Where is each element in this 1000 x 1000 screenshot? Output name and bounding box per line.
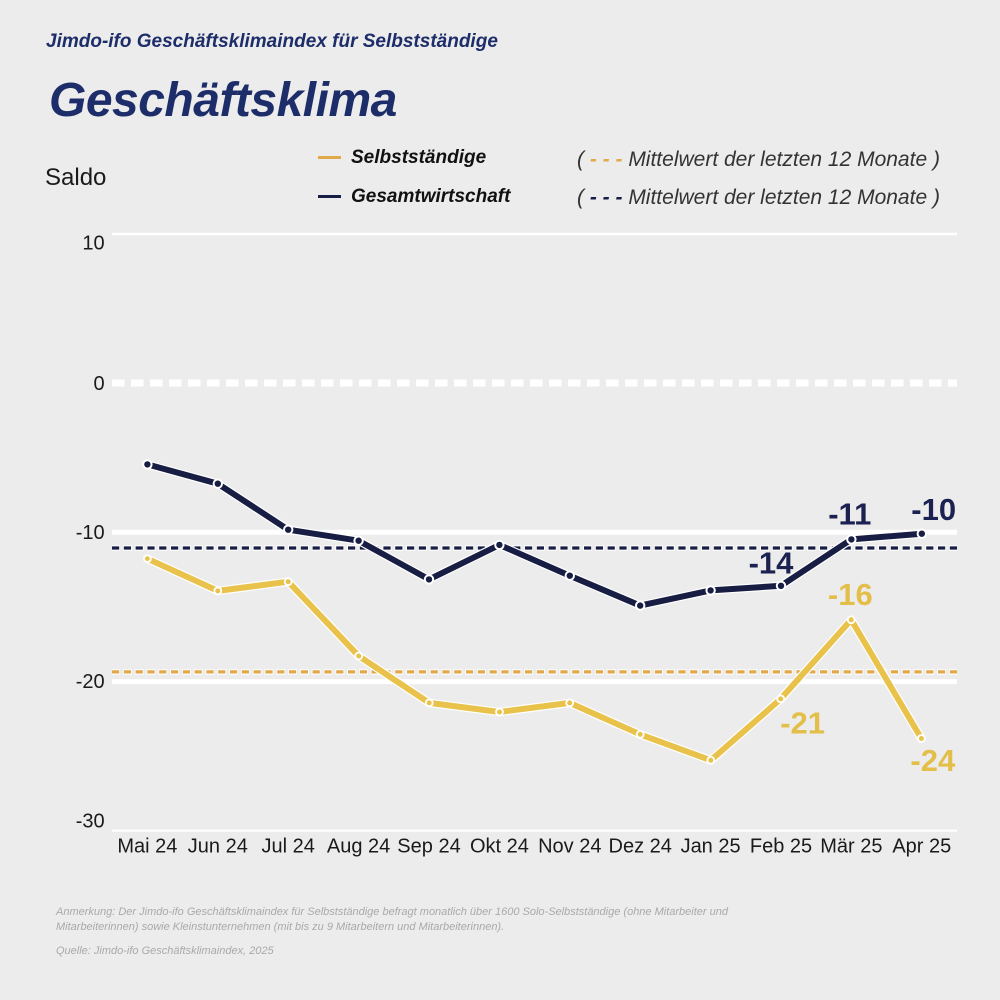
svg-text:Feb 25: Feb 25	[750, 836, 812, 858]
svg-text:Mär 25: Mär 25	[820, 836, 882, 858]
svg-text:Mai 24: Mai 24	[117, 836, 177, 858]
svg-text:10: 10	[82, 232, 104, 254]
svg-text:Okt 24: Okt 24	[470, 836, 529, 858]
svg-text:Dez 24: Dez 24	[609, 836, 672, 858]
svg-text:-30: -30	[76, 811, 105, 833]
svg-text:-10: -10	[76, 522, 105, 544]
svg-text:Apr 25: Apr 25	[892, 836, 951, 858]
svg-text:-21: -21	[780, 705, 825, 740]
svg-text:-11: -11	[828, 497, 871, 532]
svg-text:-24: -24	[910, 743, 956, 778]
svg-text:Sep 24: Sep 24	[397, 836, 460, 858]
svg-text:Jul 24: Jul 24	[262, 836, 315, 858]
svg-text:Nov 24: Nov 24	[538, 836, 601, 858]
svg-text:0: 0	[93, 373, 104, 395]
svg-text:Aug 24: Aug 24	[327, 836, 390, 858]
svg-text:Jan 25: Jan 25	[681, 836, 741, 858]
svg-text:-14: -14	[749, 546, 795, 581]
svg-text:-10: -10	[911, 492, 956, 527]
svg-text:Jun 24: Jun 24	[188, 836, 248, 858]
svg-text:-20: -20	[76, 671, 105, 693]
svg-text:-16: -16	[828, 577, 873, 612]
